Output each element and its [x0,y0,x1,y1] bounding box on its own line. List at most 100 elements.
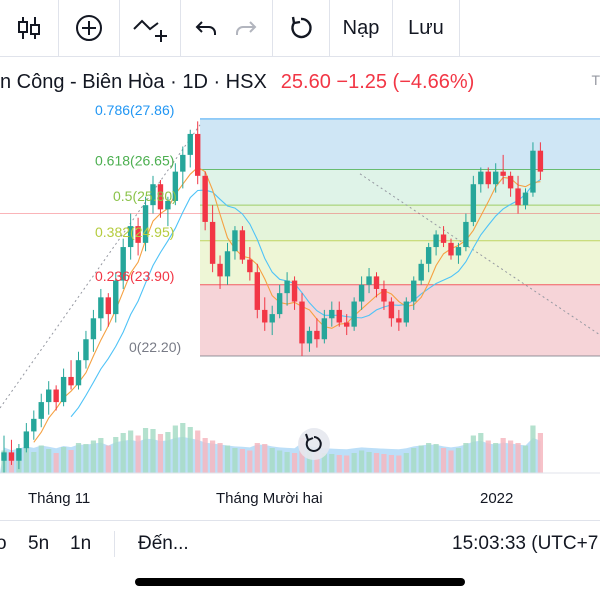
candle [8,452,15,461]
volume-bar [38,445,44,473]
candle [366,276,372,285]
candle [127,226,134,248]
candle [433,234,439,248]
volume-bar [508,440,514,473]
fib-label: 0.5(25.80) [113,188,177,204]
undo-button[interactable] [186,0,226,56]
drawing-tools-button[interactable] [120,0,180,56]
candle [53,389,59,403]
timeframe-button-5y[interactable]: 5n [28,533,50,554]
volume-bar [470,435,476,473]
volume-bar [284,452,290,473]
volume-bar [83,444,89,473]
candle [209,221,216,264]
candle [113,280,119,315]
candle [351,301,357,327]
redo-button[interactable] [226,0,266,56]
candle [530,150,536,193]
candle [135,226,141,243]
volume-bar [247,450,253,473]
candle [381,288,387,302]
price-chart[interactable]: 0.786(27.86) 0.618(26.65) 0.5(25.80) 0.382(… [0,60,600,518]
fib-label: 0.236(23.90) [95,268,174,284]
ma-line-slow [70,179,541,418]
volume-bar [105,445,111,473]
candle [165,200,171,210]
add-indicator-button[interactable] [59,0,119,56]
candle [425,247,432,264]
timeframe-button-1[interactable]: o [0,533,7,554]
candle [336,309,342,323]
candle [299,301,305,344]
volume-bar [277,450,283,473]
reload-button[interactable] [273,0,329,56]
candle [321,318,328,340]
clock-timezone[interactable]: 15:03:33 (UTC+7 [452,533,599,554]
volume-bar [522,445,529,473]
load-label: Nạp [342,16,380,39]
save-button[interactable]: Lưu [393,0,459,56]
reset-icon-arrow [305,433,314,442]
candle [83,339,89,361]
candle [440,234,447,243]
symbol-title[interactable]: n Công - Biên Hòa · 1D · HSX [0,70,267,93]
candle [403,301,409,323]
volume-bar [381,454,387,473]
volume-bar [359,450,365,473]
candle [500,171,506,176]
volume-bar [68,450,74,473]
candle [16,448,22,461]
volume-bar [321,453,327,473]
candle [23,431,30,449]
candle [358,284,365,302]
goto-date-button[interactable]: Đến... [138,533,189,554]
reset-chart-button[interactable] [298,428,330,460]
volume-bar [411,448,417,473]
timeframe-button-all[interactable]: 1n [70,533,92,554]
x-axis-label: 2022 [480,490,513,507]
candle [448,242,454,256]
candle [254,272,260,310]
candle [46,389,52,403]
candles-icon [18,17,40,39]
candle [232,230,238,252]
candle [306,330,313,344]
more-indicator[interactable]: T [591,72,600,88]
candle [150,184,156,206]
volume-bar [180,423,186,473]
candle [418,263,424,281]
volume-bar [448,450,454,473]
reset-icon [305,436,322,452]
candle [455,247,462,256]
candle [195,133,201,176]
candle [314,330,320,340]
volume-bar [306,448,313,473]
candle [60,376,67,403]
x-axis-label: Tháng Mười hai [216,490,323,507]
volume-bar [187,427,193,473]
candle [142,205,149,243]
x-axis-label: Tháng 11 [28,490,90,507]
candle [537,150,544,172]
volume-bar [329,454,335,473]
home-indicator [135,578,465,586]
bottom-bar: o 5n 1n Đến... 15:03:33 (UTC+7 [0,520,600,567]
indicators-button[interactable] [0,0,58,56]
candle [217,263,223,277]
volume-bar [500,438,506,473]
volume-bar [232,448,238,473]
reload-icon [291,16,312,39]
candle [344,322,350,327]
volume-bar [426,443,432,473]
volume-bar [403,453,409,473]
candle [262,309,268,323]
volume-bar [336,455,342,473]
candle [75,360,82,386]
volume-bar [351,453,357,473]
volume-bar [373,453,380,473]
volume-bar [135,435,141,473]
last-price: 25.60 −1.25 (−4.66%) [280,70,475,93]
volume-bar [537,433,543,473]
volume-bar [165,432,171,473]
load-button[interactable]: Nạp [330,0,392,56]
